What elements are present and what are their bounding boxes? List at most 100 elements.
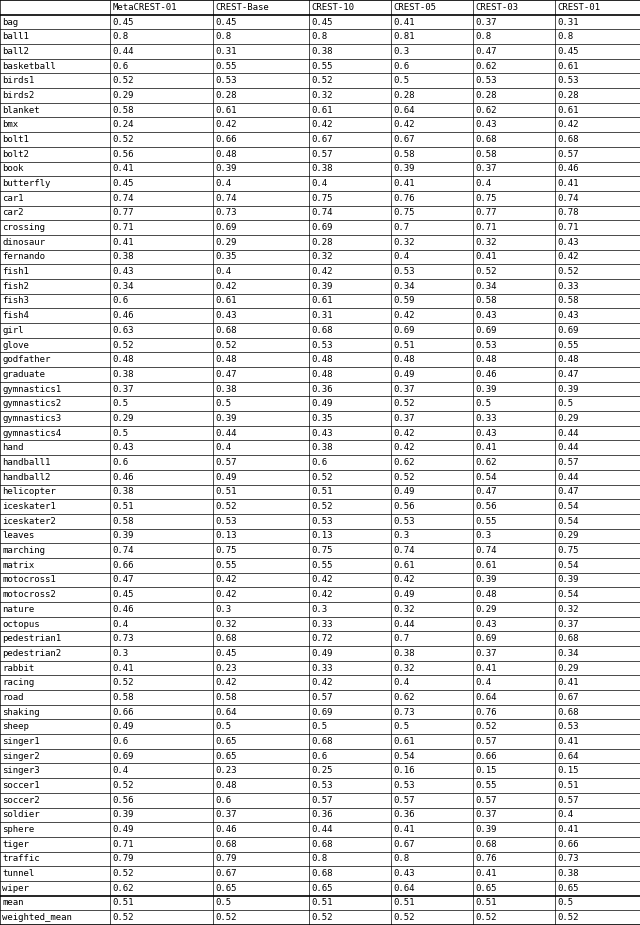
Text: 0.46: 0.46 [113,311,134,320]
Text: 0.54: 0.54 [557,502,579,511]
Text: 0.8: 0.8 [476,32,492,42]
Text: 0.49: 0.49 [394,487,415,497]
Text: ball1: ball1 [3,32,29,42]
Text: 0.51: 0.51 [476,898,497,907]
Text: 0.75: 0.75 [312,546,333,555]
Text: 0.3: 0.3 [394,532,410,540]
Text: 0.41: 0.41 [476,443,497,452]
Text: 0.57: 0.57 [394,796,415,805]
Text: 0.68: 0.68 [557,135,579,144]
Text: shaking: shaking [3,708,40,717]
Text: 0.43: 0.43 [476,620,497,628]
Text: 0.31: 0.31 [216,47,237,56]
Text: 0.39: 0.39 [476,825,497,834]
Text: 0.53: 0.53 [394,517,415,525]
Text: 0.45: 0.45 [216,648,237,658]
Text: 0.76: 0.76 [476,855,497,863]
Text: 0.69: 0.69 [394,326,415,335]
Text: 0.65: 0.65 [557,883,579,893]
Text: weighted_mean: weighted_mean [3,913,72,922]
Text: 0.5: 0.5 [113,400,129,408]
Text: pedestrian1: pedestrian1 [3,635,61,643]
Text: 0.35: 0.35 [216,253,237,262]
Text: 0.72: 0.72 [312,635,333,643]
Text: 0.4: 0.4 [113,620,129,628]
Text: 0.43: 0.43 [113,443,134,452]
Text: 0.33: 0.33 [312,620,333,628]
Text: 0.48: 0.48 [216,781,237,790]
Text: 0.63: 0.63 [113,326,134,335]
Text: 0.6: 0.6 [394,62,410,70]
Text: 0.49: 0.49 [312,648,333,658]
Text: 0.75: 0.75 [394,208,415,217]
Text: 0.52: 0.52 [312,913,333,922]
Text: 0.23: 0.23 [216,663,237,672]
Text: 0.53: 0.53 [216,76,237,85]
Text: 0.38: 0.38 [312,443,333,452]
Text: 0.32: 0.32 [394,238,415,247]
Text: 0.68: 0.68 [312,870,333,878]
Text: 0.61: 0.61 [557,62,579,70]
Text: 0.54: 0.54 [394,752,415,760]
Text: 0.49: 0.49 [113,722,134,732]
Text: 0.32: 0.32 [312,91,333,100]
Text: 0.45: 0.45 [113,590,134,599]
Text: 0.51: 0.51 [557,781,579,790]
Text: 0.42: 0.42 [394,120,415,130]
Text: singer3: singer3 [3,766,40,775]
Text: 0.6: 0.6 [312,752,328,760]
Text: 0.6: 0.6 [113,297,129,305]
Text: 0.55: 0.55 [476,781,497,790]
Text: 0.62: 0.62 [394,693,415,702]
Text: 0.56: 0.56 [113,150,134,159]
Text: 0.52: 0.52 [113,76,134,85]
Text: soccer2: soccer2 [3,796,40,805]
Text: 0.37: 0.37 [557,620,579,628]
Text: 0.49: 0.49 [113,825,134,834]
Text: pedestrian2: pedestrian2 [3,648,61,658]
Text: racing: racing [3,678,35,687]
Text: 0.67: 0.67 [557,693,579,702]
Text: 0.4: 0.4 [476,678,492,687]
Text: 0.29: 0.29 [557,532,579,540]
Text: 0.42: 0.42 [216,575,237,585]
Text: 0.69: 0.69 [312,223,333,232]
Text: 0.39: 0.39 [394,165,415,173]
Text: 0.29: 0.29 [113,91,134,100]
Text: 0.55: 0.55 [312,561,333,570]
Text: 0.4: 0.4 [312,179,328,188]
Text: 0.61: 0.61 [216,105,237,115]
Text: 0.5: 0.5 [394,722,410,732]
Text: 0.38: 0.38 [113,487,134,497]
Text: 0.51: 0.51 [312,898,333,907]
Text: 0.3: 0.3 [216,605,232,614]
Text: 0.34: 0.34 [476,282,497,290]
Text: soccer1: soccer1 [3,781,40,790]
Text: 0.48: 0.48 [216,355,237,364]
Text: CREST-05: CREST-05 [394,3,436,12]
Text: 0.53: 0.53 [476,340,497,350]
Text: 0.49: 0.49 [312,400,333,408]
Text: 0.37: 0.37 [394,414,415,423]
Text: 0.47: 0.47 [216,370,237,379]
Text: 0.42: 0.42 [216,590,237,599]
Text: 0.61: 0.61 [216,297,237,305]
Text: 0.43: 0.43 [394,870,415,878]
Text: 0.41: 0.41 [476,253,497,262]
Text: 0.42: 0.42 [394,311,415,320]
Text: 0.43: 0.43 [312,428,333,438]
Text: 0.52: 0.52 [113,340,134,350]
Text: bolt2: bolt2 [3,150,29,159]
Text: 0.45: 0.45 [312,18,333,27]
Text: 0.52: 0.52 [113,781,134,790]
Text: 0.71: 0.71 [113,840,134,849]
Text: 0.34: 0.34 [394,282,415,290]
Text: 0.41: 0.41 [113,165,134,173]
Text: 0.67: 0.67 [216,870,237,878]
Text: 0.31: 0.31 [312,311,333,320]
Text: 0.44: 0.44 [216,428,237,438]
Text: 0.62: 0.62 [394,458,415,467]
Text: 0.52: 0.52 [216,502,237,511]
Text: handball1: handball1 [3,458,51,467]
Text: glove: glove [3,340,29,350]
